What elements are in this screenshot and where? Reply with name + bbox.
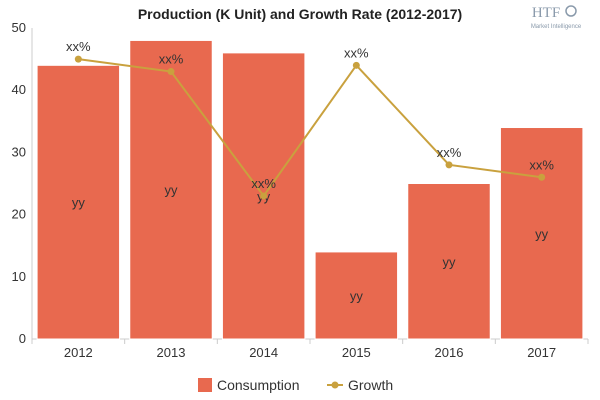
x-tick-label: 2013	[157, 345, 186, 360]
bar-data-label: yy	[165, 183, 179, 198]
chart-title: Production (K Unit) and Growth Rate (201…	[138, 6, 462, 22]
growth-point-2016	[445, 161, 453, 169]
legend: Consumption Growth	[198, 377, 393, 393]
line-data-label: xx%	[159, 52, 184, 67]
growth-point-2017	[538, 173, 546, 181]
watermark-brand: HTF	[532, 5, 560, 21]
watermark-logo: HTF Market Intelligence	[531, 5, 582, 30]
line-data-label: xx%	[344, 45, 369, 60]
line-data-label: xx%	[66, 39, 91, 54]
bar-data-label: yy	[350, 288, 364, 303]
legend-swatch-consumption	[198, 378, 212, 392]
y-tick-label: 10	[12, 269, 26, 284]
bar-2017	[499, 127, 584, 340]
growth-point-2015	[352, 61, 360, 69]
bar-series	[36, 39, 584, 340]
legend-label-growth: Growth	[348, 377, 393, 393]
growth-point-2012	[74, 55, 82, 63]
line-data-label: xx%	[251, 176, 276, 191]
x-tick-label: 2016	[435, 345, 464, 360]
y-tick-label: 50	[12, 20, 26, 35]
y-tick-label: 30	[12, 144, 26, 159]
x-axis: 2012 2013 2014 2015 2016 2017	[31, 338, 589, 360]
growth-point-2014	[260, 192, 268, 200]
line-data-label: xx%	[529, 157, 554, 172]
y-tick-label: 0	[19, 331, 26, 346]
bar-data-label: yy	[72, 195, 86, 210]
y-tick-label: 20	[12, 207, 26, 222]
bar-data-label: yy	[443, 254, 457, 269]
line-data-label: xx%	[437, 145, 462, 160]
bar-2015	[314, 251, 399, 340]
bar-2016	[407, 183, 491, 340]
growth-line	[78, 58, 542, 198]
bar-2013	[129, 39, 213, 340]
x-tick-label: 2017	[527, 345, 556, 360]
y-axis: 0 10 20 30 40 50	[12, 20, 33, 346]
line-label-group: xx% xx% xx% xx% xx% xx%	[66, 39, 554, 191]
y-tick-label: 40	[12, 82, 26, 97]
x-tick-label: 2015	[342, 345, 371, 360]
bar-2012	[36, 64, 121, 340]
x-tick-label: 2014	[249, 345, 278, 360]
legend-label-consumption: Consumption	[217, 377, 300, 393]
bar-data-label: yy	[535, 226, 549, 241]
globe-icon	[565, 5, 577, 17]
line-series	[74, 55, 546, 200]
legend-marker-growth	[331, 381, 339, 389]
watermark-sub: Market Intelligence	[531, 24, 582, 30]
growth-point-2013	[167, 68, 175, 76]
x-tick-label: 2012	[64, 345, 93, 360]
